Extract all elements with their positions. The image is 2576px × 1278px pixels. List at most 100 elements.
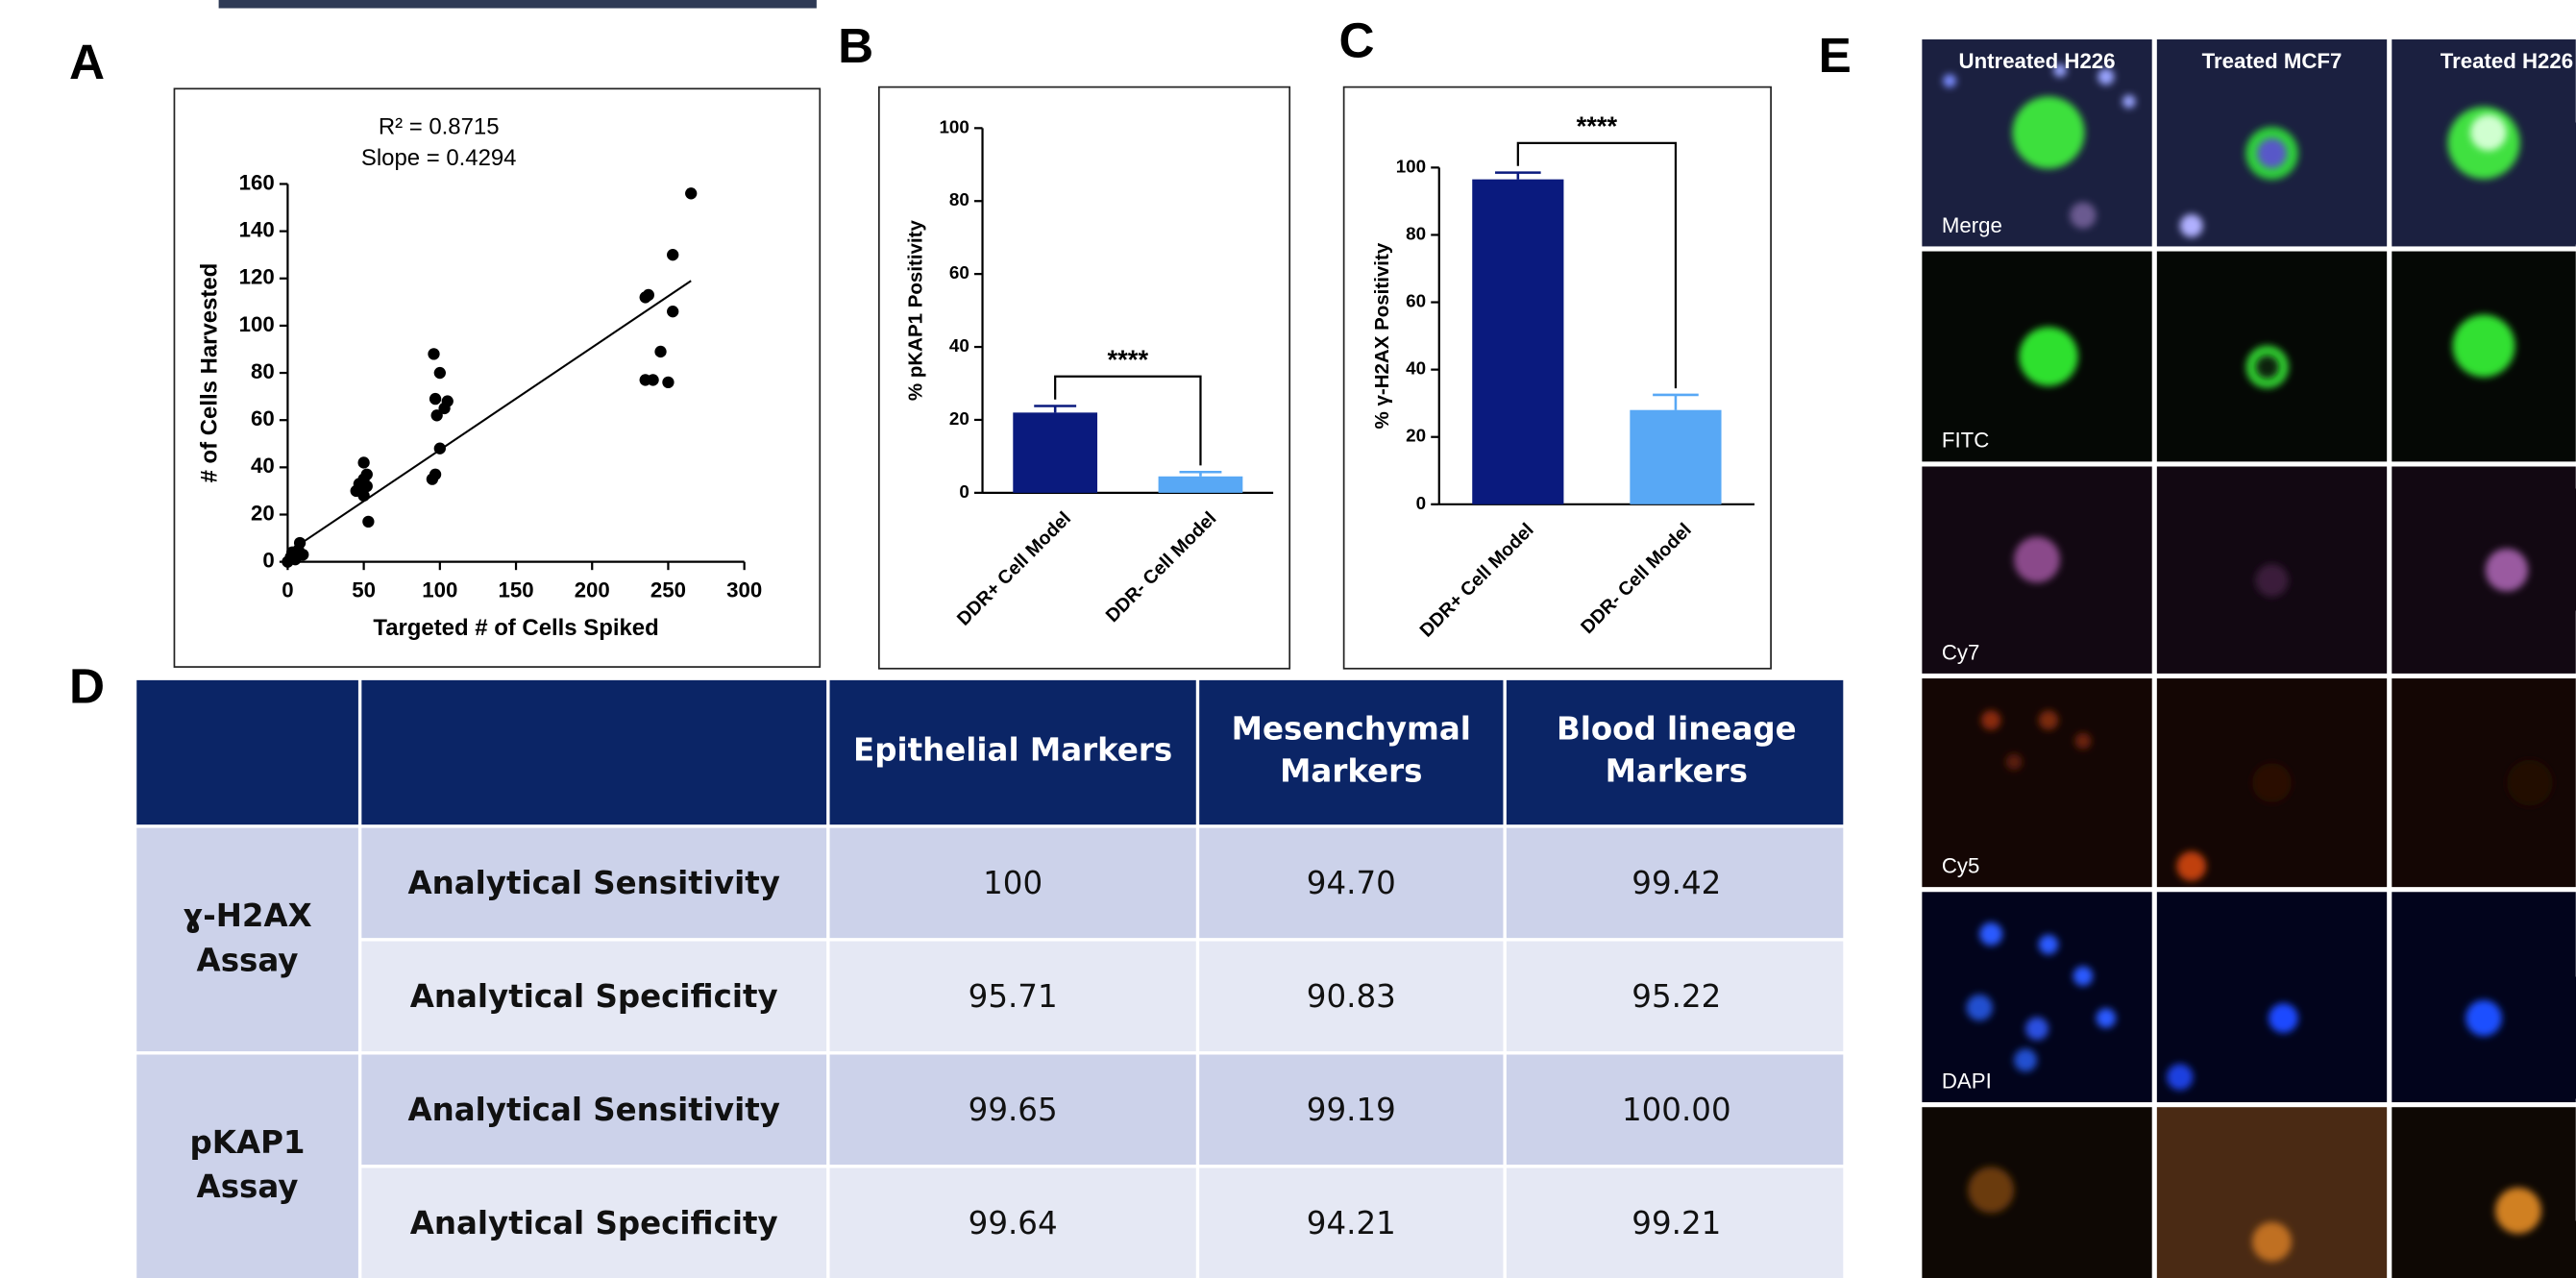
cell-blob	[1943, 74, 1956, 87]
significance-label: ****	[1108, 345, 1149, 375]
row-label: Analytical Specificity	[361, 942, 826, 1052]
panel-label: A	[69, 35, 105, 89]
table-cell: 100.00	[1507, 1055, 1843, 1166]
row-label: Analytical Specificity	[361, 1167, 826, 1278]
y-tick-label: 140	[239, 217, 275, 241]
cell-blob	[1968, 1167, 2014, 1213]
bar	[1013, 412, 1097, 492]
point	[667, 306, 678, 317]
point	[685, 187, 697, 199]
x-tick-label: 50	[352, 578, 376, 602]
cell-blob	[2073, 967, 2094, 987]
row-label: Cy7	[1942, 640, 1980, 664]
panel-label: C	[1338, 13, 1374, 68]
cell-blob	[2012, 96, 2084, 168]
cell-blob	[2167, 1064, 2193, 1090]
cell-blob	[2176, 851, 2206, 881]
cell-blob	[2470, 114, 2507, 151]
y-tick-label: 120	[239, 265, 275, 289]
cell-blob	[2269, 1003, 2298, 1033]
cell-blob	[1979, 922, 2002, 946]
y-tick-label: 160	[239, 170, 275, 194]
point	[429, 469, 441, 480]
point	[361, 469, 373, 480]
point	[654, 346, 666, 357]
header-cell	[136, 680, 358, 824]
x-tick-label: DDR+ Cell Model	[953, 507, 1075, 629]
y-tick-label: 40	[251, 454, 275, 478]
panel-label: B	[838, 18, 873, 73]
cell-blob	[2097, 1008, 2117, 1028]
y-tick-label: 80	[949, 189, 969, 209]
panel-frame	[879, 87, 1289, 669]
x-tick-label: 150	[498, 578, 533, 602]
column-header: Epithelial Markers	[830, 680, 1196, 824]
cell-blob	[2039, 935, 2059, 955]
cell-blob	[2255, 564, 2288, 597]
point	[361, 480, 373, 492]
cell-blob	[2039, 710, 2059, 730]
y-axis-label: % γ-H2AX Positivity	[1371, 242, 1393, 429]
point	[643, 289, 654, 301]
point	[297, 549, 308, 560]
cell-blob	[2256, 356, 2279, 379]
table-cell: 95.22	[1507, 942, 1843, 1052]
point	[357, 456, 369, 468]
x-tick-label: DDR+ Cell Model	[1416, 519, 1538, 641]
y-tick-label: 0	[1416, 493, 1426, 513]
x-tick-label: DDR- Cell Model	[1577, 519, 1696, 638]
cell-blob	[2257, 138, 2287, 168]
cell-blob	[2252, 1222, 2292, 1262]
cell-blob	[2453, 315, 2515, 378]
table-cell: 99.21	[1507, 1167, 1843, 1278]
y-tick-label: 20	[1406, 426, 1426, 446]
y-tick-label: 0	[262, 549, 274, 573]
y-axis-label: % pKAP1 Positivity	[905, 220, 927, 402]
y-tick-label: 100	[239, 312, 275, 336]
error-bar	[1034, 406, 1076, 413]
page: {"panel_labels": ["A", "B", "C", "D", "E…	[0, 0, 2576, 1278]
column-header: Treated H226	[2441, 49, 2573, 73]
y-tick-label: 100	[1396, 156, 1426, 176]
bar	[1472, 180, 1563, 504]
point	[429, 393, 441, 405]
row-label: DAPI	[1942, 1069, 1992, 1093]
panel-label: E	[1819, 28, 1852, 83]
cell-blob	[2074, 733, 2091, 750]
error-bar	[1653, 395, 1699, 410]
point	[647, 374, 658, 385]
cell-blob	[2486, 549, 2528, 591]
error-bar	[1180, 472, 1222, 477]
table-cell: 90.83	[1199, 942, 1503, 1052]
cell-blob	[2006, 753, 2023, 770]
cell-blob	[1967, 995, 1993, 1020]
cell-blob	[2507, 760, 2553, 806]
y-tick-label: 20	[251, 501, 275, 525]
table-cell: 94.21	[1199, 1167, 1503, 1278]
column-header: Blood lineage Markers	[1507, 680, 1843, 824]
x-tick-label: DDR- Cell Model	[1102, 507, 1221, 627]
group-label: pKAP1 Assay	[136, 1055, 358, 1278]
micrograph	[2392, 1107, 2576, 1278]
panel-label: D	[69, 659, 105, 714]
y-axis-label: # of Cells Harvested	[196, 263, 222, 483]
point	[428, 348, 439, 359]
table-cell: 94.70	[1199, 828, 1503, 939]
cell-blob	[2122, 95, 2136, 109]
point	[434, 443, 446, 455]
significance-label: ****	[1577, 111, 1618, 141]
micrograph	[1922, 1107, 2151, 1278]
table-cell: 99.42	[1507, 828, 1843, 939]
row-label: Analytical Sensitivity	[361, 828, 826, 939]
y-tick-label: 100	[939, 116, 969, 136]
y-tick-label: 60	[251, 406, 275, 430]
header-rule	[219, 0, 817, 9]
y-tick-label: 20	[949, 408, 969, 429]
annotation: Slope = 0.4294	[361, 145, 517, 171]
point	[442, 395, 454, 406]
row-label: Analytical Sensitivity	[361, 1055, 826, 1166]
table: Epithelial MarkersMesenchymal MarkersBlo…	[136, 680, 1843, 1278]
column-header: Untreated H226	[1959, 49, 2116, 73]
